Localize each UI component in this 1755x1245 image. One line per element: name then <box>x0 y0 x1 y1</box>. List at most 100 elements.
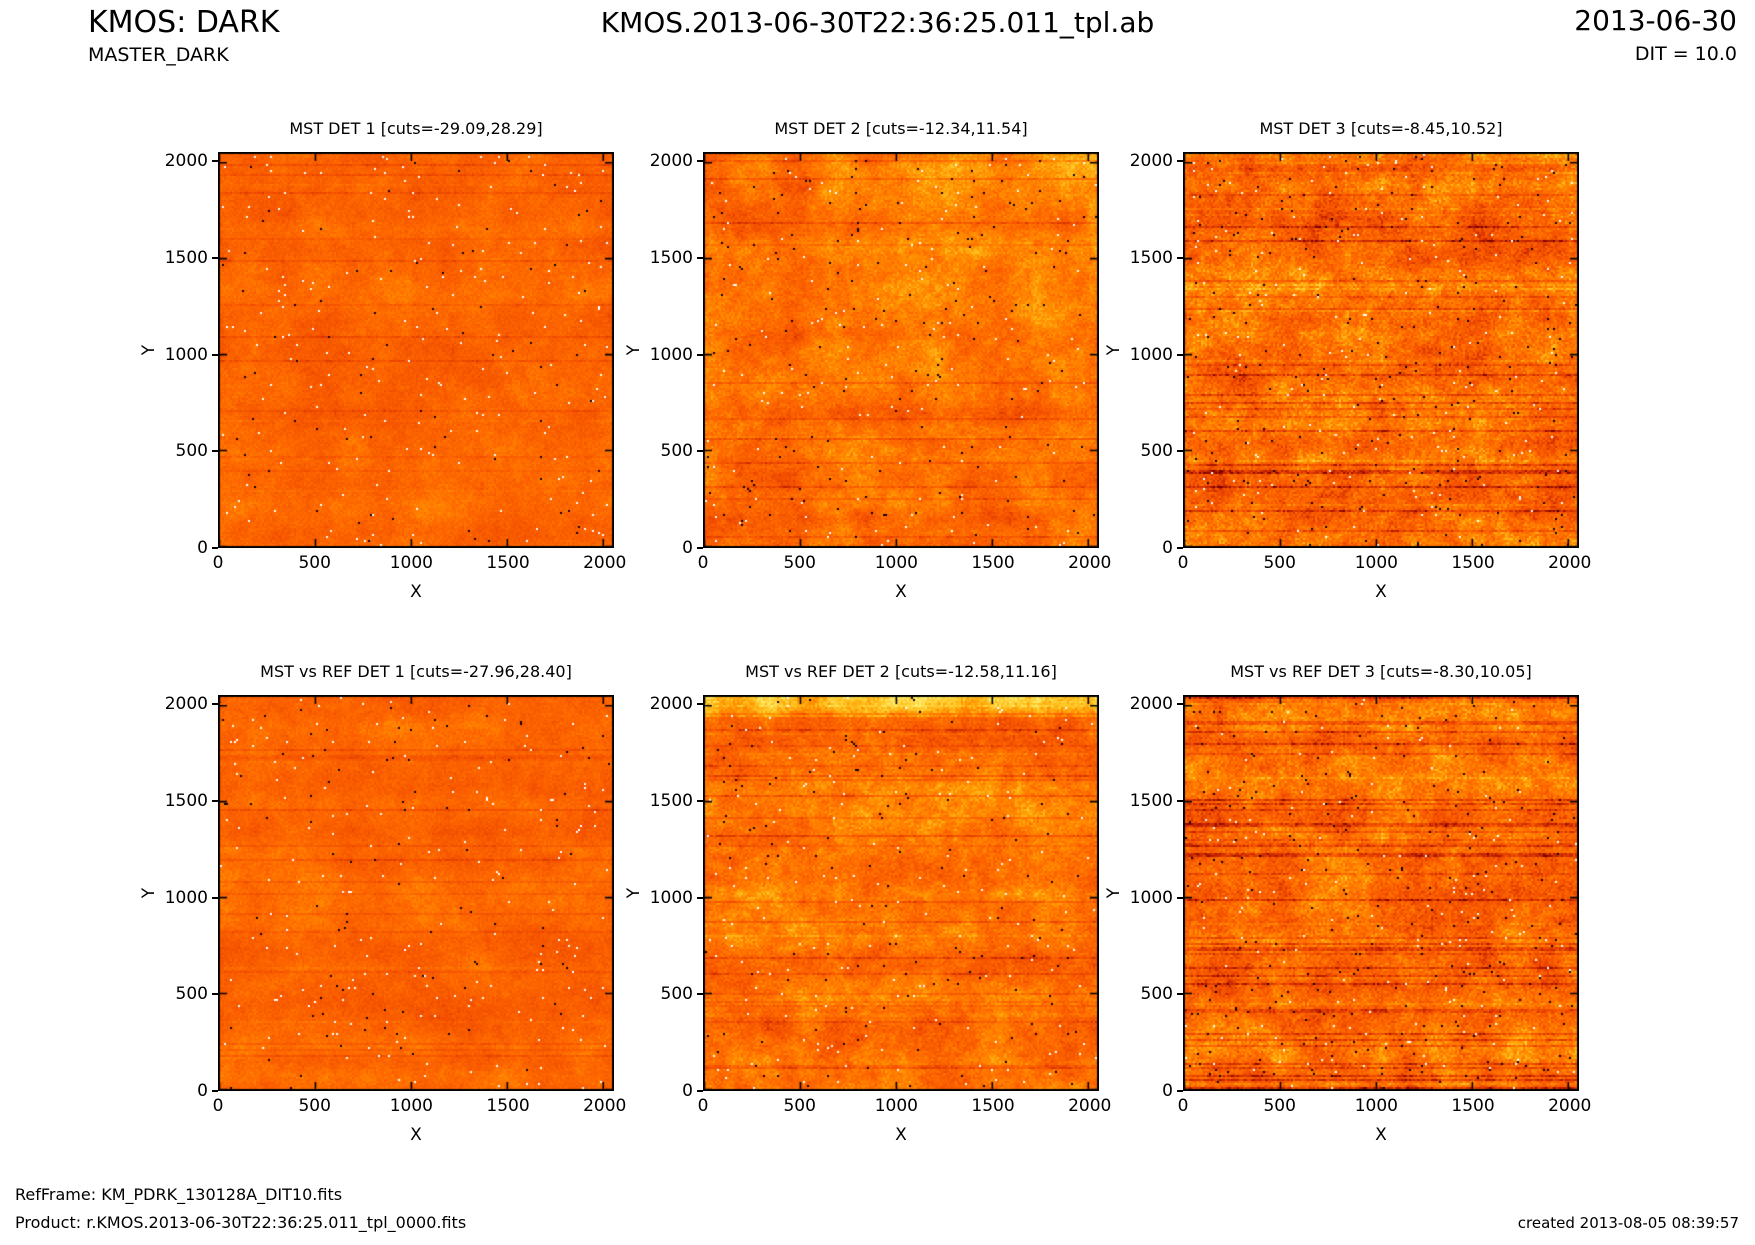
x-tick-label: 0 <box>697 1096 709 1116</box>
template-filename-title: KMOS.2013-06-30T22:36:25.011_tpl.ab <box>600 6 1155 39</box>
x-tick-label: 2000 <box>583 1096 627 1116</box>
header-right: 2013-06-30 DIT = 10.0 <box>1574 5 1737 65</box>
dit-value: DIT = 10.0 <box>1634 42 1737 65</box>
panel-title: MST DET 1 [cuts=-29.09,28.29] <box>289 119 543 138</box>
x-tick-label: 0 <box>212 553 224 573</box>
heatmap-image-det3 <box>1183 695 1579 1091</box>
x-tick-label: 0 <box>1177 1096 1189 1116</box>
y-axis-label: Y <box>624 344 645 356</box>
x-axis-label: X <box>410 582 422 602</box>
y-tick-label: 500 <box>1140 984 1173 1005</box>
y-tick-label: 500 <box>175 984 208 1005</box>
heatmap-image-det1 <box>218 152 614 548</box>
y-tick-label: 500 <box>660 984 693 1005</box>
y-tick-mark <box>1177 450 1183 453</box>
x-tick-label: 1000 <box>874 553 918 573</box>
y-axis-label: Y <box>624 887 645 899</box>
y-axis-label: Y <box>1104 887 1125 899</box>
y-tick-label: 2000 <box>1129 151 1173 172</box>
y-tick-mark <box>697 547 703 549</box>
y-tick-mark <box>212 993 218 996</box>
y-tick-mark <box>212 353 218 356</box>
y-tick-mark <box>697 160 703 163</box>
x-tick-label: 1500 <box>1451 553 1495 573</box>
heatmap-image-det3 <box>1183 152 1579 548</box>
y-tick-label: 2000 <box>1129 694 1173 715</box>
y-tick-mark <box>697 353 703 356</box>
y-tick-label: 0 <box>197 538 208 558</box>
y-tick-mark <box>1177 993 1183 996</box>
recipe-title: KMOS: DARK <box>88 5 280 40</box>
y-tick-label: 0 <box>1162 538 1173 558</box>
x-axis-label: X <box>895 582 907 602</box>
x-tick-label: 2000 <box>1068 553 1112 573</box>
x-tick-label: 1000 <box>1354 1096 1398 1116</box>
y-tick-label: 0 <box>1162 1081 1173 1101</box>
y-tick-label: 1500 <box>164 790 208 811</box>
y-tick-mark <box>1177 353 1183 356</box>
panel-det3-mst: MST DET 3 [cuts=-8.45,10.52] 0 500 1000 1500… <box>1104 119 1591 602</box>
y-tick-label: 1000 <box>649 344 693 365</box>
panel-det1-mst: MST DET 1 [cuts=-29.09,28.29] 0 500 1000 150… <box>139 119 626 602</box>
x-tick-label: 500 <box>1263 1096 1296 1116</box>
y-tick-label: 1500 <box>649 790 693 811</box>
x-tick-label: 1000 <box>1354 553 1398 573</box>
y-tick-mark <box>1177 547 1183 549</box>
x-tick-label: 500 <box>783 553 816 573</box>
heatmap-image-det1 <box>218 695 614 1091</box>
y-tick-label: 0 <box>682 1081 693 1101</box>
y-tick-label: 500 <box>175 441 208 462</box>
y-tick-label: 2000 <box>649 694 693 715</box>
header-left: KMOS: DARK MASTER_DARK <box>88 6 279 66</box>
y-axis-label: Y <box>139 887 160 899</box>
x-tick-label: 500 <box>1263 553 1296 573</box>
x-axis-label: X <box>1375 582 1387 602</box>
created-timestamp: created 2013-08-05 08:39:57 <box>1517 1214 1739 1232</box>
y-tick-mark <box>212 896 218 899</box>
y-tick-mark <box>697 799 703 802</box>
y-tick-mark <box>212 1090 218 1092</box>
y-tick-label: 500 <box>1140 441 1173 462</box>
panel-title: MST DET 3 [cuts=-8.45,10.52] <box>1259 119 1503 138</box>
x-tick-label: 2000 <box>1068 1096 1112 1116</box>
y-tick-label: 1000 <box>1129 344 1173 365</box>
y-axis-label: Y <box>1104 344 1125 356</box>
y-tick-mark <box>697 896 703 899</box>
y-tick-mark <box>1177 896 1183 899</box>
panel-det1-vs-ref: MST vs REF DET 1 [cuts=-27.96,28.40] 0 500… <box>139 662 626 1145</box>
refframe-filename: RefFrame: KM_PDRK_130128A_DIT10.fits <box>15 1185 343 1204</box>
product-filename: Product: r.KMOS.2013-06-30T22:36:25.011_… <box>15 1213 467 1232</box>
heatmap-image-det2 <box>703 152 1099 548</box>
y-tick-label: 1500 <box>1129 790 1173 811</box>
x-tick-label: 2000 <box>1548 553 1592 573</box>
x-tick-label: 1500 <box>971 1096 1015 1116</box>
y-tick-mark <box>212 799 218 802</box>
x-tick-label: 500 <box>298 553 331 573</box>
y-tick-mark <box>697 1090 703 1092</box>
y-tick-mark <box>1177 703 1183 706</box>
x-tick-label: 1000 <box>874 1096 918 1116</box>
x-tick-label: 0 <box>697 553 709 573</box>
x-tick-label: 0 <box>1177 553 1189 573</box>
y-tick-mark <box>212 547 218 549</box>
x-tick-label: 500 <box>783 1096 816 1116</box>
y-tick-mark <box>697 256 703 259</box>
y-tick-label: 1500 <box>649 247 693 268</box>
product-category: MASTER_DARK <box>88 44 229 66</box>
x-tick-label: 1500 <box>486 1096 530 1116</box>
panel-title: MST vs REF DET 3 [cuts=-8.30,10.05] <box>1230 662 1532 681</box>
y-tick-label: 1000 <box>1129 887 1173 908</box>
y-tick-label: 1500 <box>164 247 208 268</box>
y-tick-mark <box>1177 160 1183 163</box>
y-tick-mark <box>697 450 703 453</box>
y-tick-label: 1500 <box>1129 247 1173 268</box>
y-tick-mark <box>697 993 703 996</box>
x-tick-label: 1500 <box>1451 1096 1495 1116</box>
panel-det3-vs-ref: MST vs REF DET 3 [cuts=-8.30,10.05] 0 500 1… <box>1104 662 1591 1145</box>
y-tick-label: 1000 <box>649 887 693 908</box>
y-tick-label: 1000 <box>164 887 208 908</box>
x-tick-label: 500 <box>298 1096 331 1116</box>
x-tick-label: 2000 <box>583 553 627 573</box>
y-tick-mark <box>212 450 218 453</box>
y-tick-label: 2000 <box>164 694 208 715</box>
